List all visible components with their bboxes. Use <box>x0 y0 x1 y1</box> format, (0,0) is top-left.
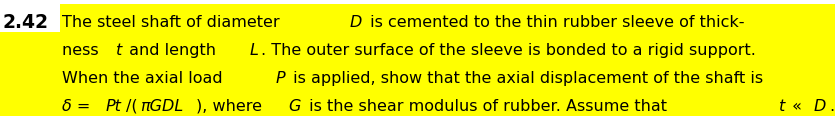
Text: D: D <box>349 15 362 30</box>
Text: When the axial load: When the axial load <box>62 71 228 86</box>
Text: 2.42: 2.42 <box>2 13 48 32</box>
Text: /(: /( <box>125 99 137 114</box>
Text: is the shear modulus of rubber. Assume that: is the shear modulus of rubber. Assume t… <box>304 99 672 114</box>
Text: P: P <box>276 71 286 86</box>
FancyBboxPatch shape <box>60 4 835 32</box>
Text: t: t <box>116 43 122 58</box>
Text: and length: and length <box>124 43 221 58</box>
FancyBboxPatch shape <box>0 60 835 88</box>
Text: t: t <box>779 99 786 114</box>
Text: πGDL: πGDL <box>140 99 184 114</box>
FancyBboxPatch shape <box>0 88 835 116</box>
Text: The steel shaft of diameter: The steel shaft of diameter <box>62 15 285 30</box>
Text: . The outer surface of the sleeve is bonded to a rigid support.: . The outer surface of the sleeve is bon… <box>261 43 756 58</box>
Text: .: . <box>829 99 834 114</box>
Text: δ =: δ = <box>62 99 95 114</box>
Text: G: G <box>288 99 301 114</box>
Text: D: D <box>813 99 826 114</box>
Text: is applied, show that the axial displacement of the shaft is: is applied, show that the axial displace… <box>288 71 763 86</box>
Text: «: « <box>787 99 807 114</box>
Text: Pt: Pt <box>105 99 121 114</box>
Text: L: L <box>250 43 258 58</box>
Text: is cemented to the thin rubber sleeve of thick-: is cemented to the thin rubber sleeve of… <box>366 15 745 30</box>
Text: ness: ness <box>62 43 104 58</box>
FancyBboxPatch shape <box>0 32 835 60</box>
Text: ), where: ), where <box>196 99 267 114</box>
